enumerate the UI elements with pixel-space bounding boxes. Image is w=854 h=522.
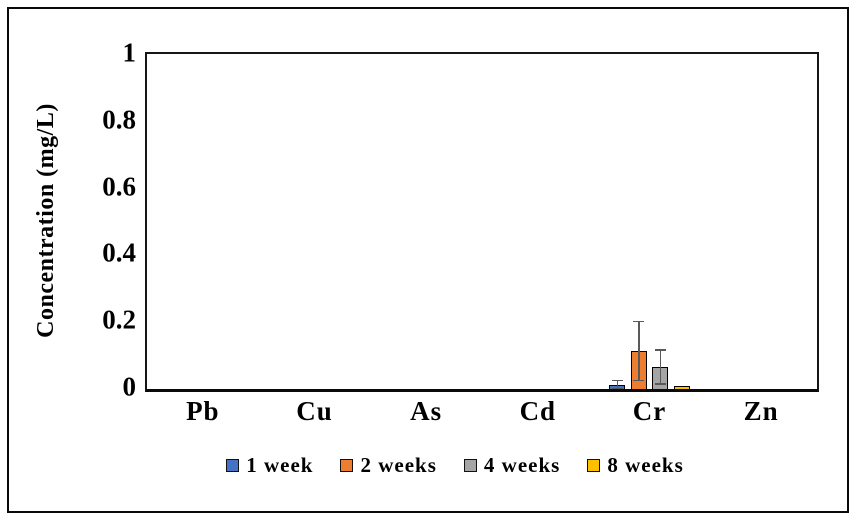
error-bar-line xyxy=(638,320,640,382)
x-axis-label: As xyxy=(410,396,443,426)
legend-swatch xyxy=(226,459,240,472)
legend-item-8-weeks: 8 weeks xyxy=(587,453,683,478)
error-bar-line xyxy=(659,349,661,385)
legend-item-2-weeks: 2 weeks xyxy=(340,453,436,478)
x-axis-label: Zn xyxy=(743,396,779,426)
y-tick-label: 0.4 xyxy=(102,237,136,268)
legend-label: 4 weeks xyxy=(483,453,561,477)
bar-series-area xyxy=(147,54,817,389)
legend-label: 8 weeks xyxy=(607,453,684,477)
error-bar-cap-top xyxy=(654,349,666,351)
y-axis-title-text: Concentration (mg/L) xyxy=(32,102,59,338)
x-axis-labels: Pb Cu As Cd Cr Zn xyxy=(147,396,817,430)
legend-swatch xyxy=(587,459,601,472)
error-bar-cap-bottom xyxy=(654,383,666,385)
y-tick-label: 0.8 xyxy=(102,104,136,135)
y-tick-label: 0.6 xyxy=(102,171,136,202)
x-axis-label: Cr xyxy=(632,396,667,426)
error-bar-cap-top xyxy=(611,379,623,382)
y-tick-label: 0 xyxy=(122,371,137,402)
y-tick-label: 1 xyxy=(122,37,137,68)
legend-item-1-week: 1 week xyxy=(226,453,313,478)
y-axis-tick-labels: 0 0.2 0.4 0.6 0.8 1 xyxy=(60,38,136,402)
legend-label: 2 weeks xyxy=(360,453,437,477)
error-bar-cap-bottom xyxy=(611,387,623,389)
plot-area xyxy=(145,52,819,392)
legend: 1 week 2 weeks 4 weeks 8 weeks xyxy=(90,453,820,478)
x-axis-label: Cu xyxy=(296,396,333,426)
x-axis-label: Pb xyxy=(186,396,220,426)
error-bar-cap-bottom xyxy=(633,379,645,382)
y-tick-label: 0.2 xyxy=(102,304,136,335)
bar-8-weeks-Cr xyxy=(673,386,690,389)
legend-swatch xyxy=(463,459,477,472)
legend-item-4-weeks: 4 weeks xyxy=(463,453,561,478)
x-axis-label: Cd xyxy=(519,396,557,426)
legend-swatch xyxy=(340,459,354,472)
error-bar-line xyxy=(616,379,618,389)
legend-label: 1 week xyxy=(246,453,314,477)
error-bar-cap-top xyxy=(633,320,645,323)
